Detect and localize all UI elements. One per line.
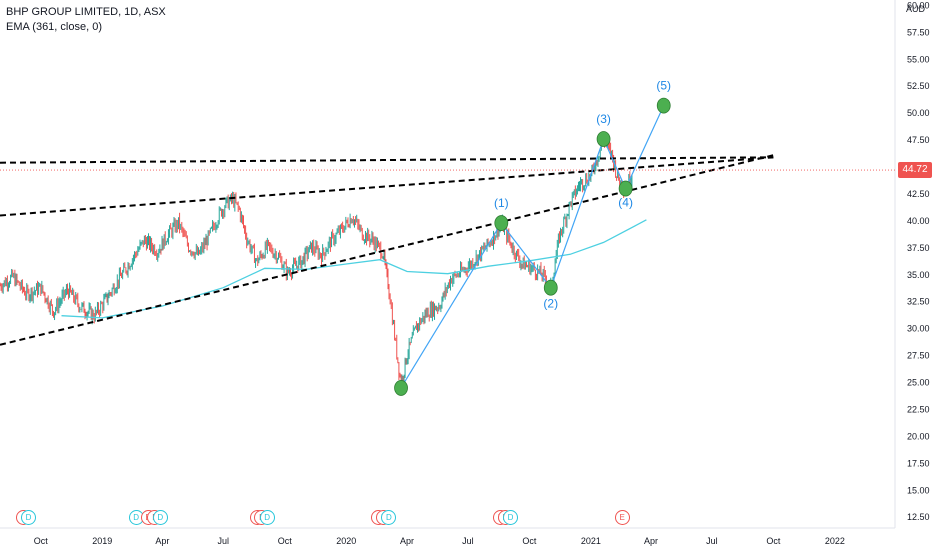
x-tick-label: 2022	[825, 536, 845, 546]
trend-line	[0, 156, 774, 164]
y-tick-label: 35.00	[907, 270, 930, 280]
currency-label: AUD	[906, 4, 926, 14]
chart-legend: BHP GROUP LIMITED, 1D, ASX EMA (361, clo…	[6, 5, 166, 35]
wave-node	[618, 180, 633, 197]
y-tick-label: 15.00	[907, 485, 930, 495]
y-tick-label: 47.50	[907, 135, 930, 145]
y-tick-label: 12.50	[907, 512, 930, 522]
y-tick-label: 32.50	[907, 297, 930, 307]
y-tick-label: 60.00	[907, 0, 930, 10]
wave-label: (5)	[656, 79, 671, 93]
wave-path	[400, 105, 665, 389]
x-tick-label: 2021	[581, 536, 601, 546]
dividend-event-icon[interactable]: D	[502, 510, 518, 525]
y-tick-label: 42.50	[907, 189, 930, 199]
y-tick-label: 22.50	[907, 404, 930, 414]
wave-node	[494, 215, 509, 231]
wave-node	[543, 279, 558, 296]
earnings-event-icon[interactable]: E	[614, 510, 630, 525]
last-price-label: 44.72	[898, 162, 932, 179]
x-tick-label: Jul	[462, 536, 474, 546]
y-tick-label: 27.50	[907, 351, 930, 361]
dividend-event-icon[interactable]: D	[152, 510, 168, 525]
y-tick-label: 55.00	[907, 54, 930, 64]
x-tick-label: Apr	[400, 536, 414, 546]
ema-line	[61, 219, 647, 319]
symbol-title[interactable]: BHP GROUP LIMITED, 1D, ASX	[6, 6, 166, 18]
dividend-event-icon[interactable]: D	[21, 510, 37, 525]
y-tick-label: 30.00	[907, 324, 930, 334]
x-tick-label: Apr	[644, 536, 658, 546]
y-tick-label: 40.00	[907, 216, 930, 226]
wave-label: (3)	[596, 112, 611, 126]
dividend-event-icon[interactable]: D	[381, 510, 397, 525]
x-tick-label: Oct	[522, 536, 537, 546]
x-tick-label: Apr	[155, 536, 169, 546]
wave-node	[656, 97, 671, 114]
trend-line	[0, 156, 774, 217]
y-tick-label: 37.50	[907, 243, 930, 253]
indicator-title[interactable]: EMA (361, close, 0)	[6, 21, 102, 33]
y-tick-label: 52.50	[907, 81, 930, 91]
wave-node	[596, 131, 611, 147]
trend-line	[0, 154, 774, 346]
y-tick-label: 50.00	[907, 108, 930, 118]
wave-label: (4)	[618, 196, 633, 210]
y-tick-label: 57.50	[907, 27, 930, 37]
dividend-event-icon[interactable]: D	[259, 510, 275, 525]
wave-label: (1)	[494, 196, 509, 210]
wave-label: (2)	[543, 297, 558, 311]
x-tick-label: Jul	[217, 536, 229, 546]
y-tick-label: 25.00	[907, 378, 930, 388]
x-tick-label: 2020	[336, 536, 356, 546]
x-tick-label: 2019	[92, 536, 112, 546]
wave-node	[394, 380, 408, 396]
x-tick-label: Jul	[706, 536, 718, 546]
x-tick-label: Oct	[766, 536, 781, 546]
y-tick-label: 17.50	[907, 458, 930, 468]
y-tick-label: 20.00	[907, 431, 930, 441]
x-tick-label: Oct	[34, 536, 49, 546]
x-tick-label: Oct	[278, 536, 293, 546]
